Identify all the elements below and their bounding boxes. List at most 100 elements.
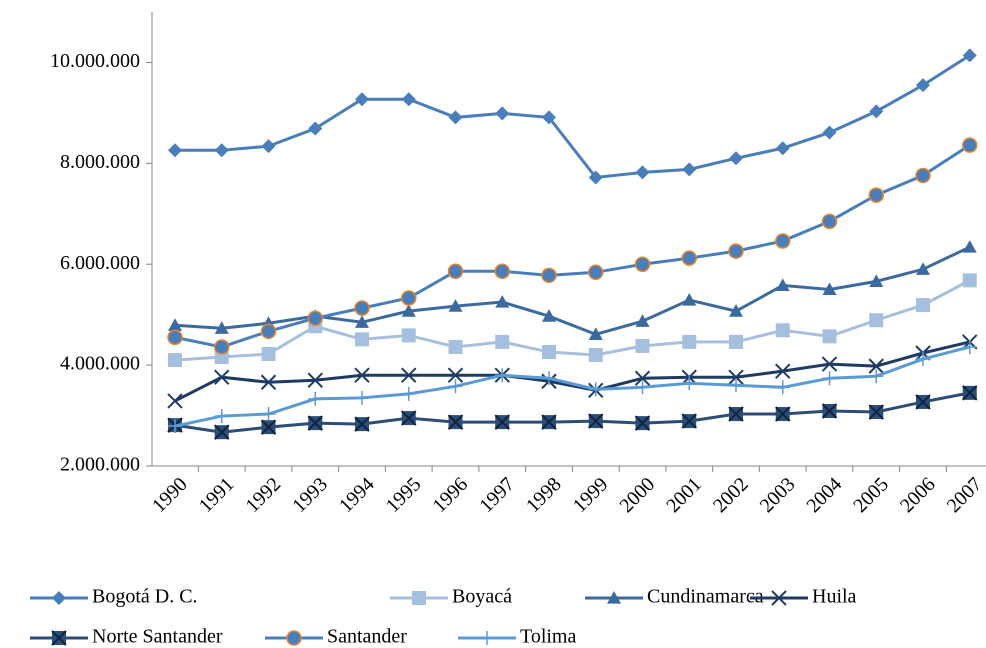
- marker: [588, 413, 604, 429]
- marker: [588, 170, 603, 185]
- marker: [354, 300, 370, 316]
- marker: [868, 187, 884, 203]
- marker: [167, 329, 183, 346]
- marker: [168, 143, 182, 158]
- marker: [308, 391, 323, 406]
- marker: [588, 327, 603, 340]
- legend-label: Boyacá: [452, 586, 512, 608]
- marker: [542, 344, 556, 359]
- marker: [681, 250, 697, 266]
- marker: [214, 339, 230, 355]
- x-tick-label: 2002: [709, 473, 753, 517]
- marker: [822, 329, 837, 344]
- marker: [261, 407, 276, 422]
- x-tick-label: 2003: [756, 473, 800, 517]
- x-tick-label: 1998: [522, 473, 566, 517]
- y-tick-label: 8.000.000: [60, 151, 140, 173]
- marker: [355, 332, 369, 347]
- marker: [52, 591, 66, 605]
- marker: [775, 278, 790, 292]
- marker: [401, 367, 417, 383]
- marker: [635, 165, 650, 180]
- marker: [821, 356, 838, 372]
- marker: [495, 368, 510, 383]
- marker: [634, 256, 651, 272]
- series-line: [174, 391, 971, 434]
- marker: [307, 415, 323, 431]
- marker: [729, 304, 743, 317]
- series-line: [174, 245, 971, 336]
- marker: [771, 590, 787, 606]
- marker: [214, 369, 230, 385]
- marker: [634, 415, 651, 431]
- series-line: [174, 143, 971, 349]
- series-line: [174, 340, 971, 403]
- marker: [480, 631, 494, 645]
- marker: [214, 409, 229, 424]
- marker: [822, 125, 837, 140]
- x-tick-label: 1994: [335, 473, 379, 517]
- marker: [308, 121, 323, 136]
- x-tick-label: 1991: [195, 473, 239, 517]
- marker: [214, 424, 230, 440]
- marker: [401, 304, 416, 317]
- marker: [728, 406, 744, 422]
- x-tick-label: 1990: [148, 473, 192, 517]
- marker: [261, 139, 276, 154]
- marker: [728, 369, 744, 385]
- marker: [775, 406, 791, 422]
- marker: [51, 630, 67, 646]
- x-tick-label: 2004: [802, 473, 846, 517]
- marker: [447, 263, 464, 280]
- marker: [448, 379, 463, 394]
- legend-label: Norte Santander: [92, 626, 223, 648]
- marker: [401, 92, 416, 107]
- x-tick-label: 1993: [288, 473, 332, 517]
- legend-label: Bogotá D. C.: [92, 586, 198, 608]
- x-tick-label: 2005: [849, 473, 893, 517]
- series-line: [174, 345, 971, 428]
- marker: [635, 380, 650, 395]
- marker: [916, 78, 930, 93]
- marker: [634, 370, 651, 386]
- marker: [588, 264, 604, 281]
- marker: [494, 414, 510, 430]
- marker: [962, 273, 977, 288]
- marker: [355, 315, 369, 328]
- x-tick-label: 2001: [662, 473, 706, 517]
- marker: [448, 110, 463, 125]
- marker: [286, 630, 302, 646]
- marker: [495, 106, 510, 121]
- marker: [307, 310, 323, 326]
- marker: [260, 419, 277, 435]
- marker: [635, 338, 650, 353]
- marker: [962, 240, 977, 253]
- marker: [775, 363, 791, 379]
- marker: [495, 334, 510, 349]
- marker: [682, 162, 697, 177]
- y-tick-label: 6.000.000: [60, 252, 140, 274]
- marker: [168, 353, 182, 368]
- series-line: [175, 54, 971, 180]
- marker: [868, 358, 884, 374]
- marker: [868, 404, 884, 420]
- marker: [962, 137, 978, 153]
- legend-label: Santander: [327, 626, 407, 648]
- marker: [915, 167, 931, 184]
- marker: [682, 293, 697, 306]
- marker: [728, 243, 744, 259]
- marker: [681, 413, 697, 429]
- marker: [401, 386, 416, 401]
- marker: [401, 328, 416, 343]
- x-tick-label: 2006: [896, 473, 940, 517]
- marker: [542, 110, 556, 125]
- marker: [588, 348, 603, 363]
- marker: [541, 267, 557, 284]
- marker: [214, 143, 229, 158]
- y-tick-label: 2.000.000: [60, 454, 140, 476]
- marker: [869, 313, 884, 328]
- marker: [588, 382, 603, 397]
- x-tick-label: 1992: [241, 473, 285, 517]
